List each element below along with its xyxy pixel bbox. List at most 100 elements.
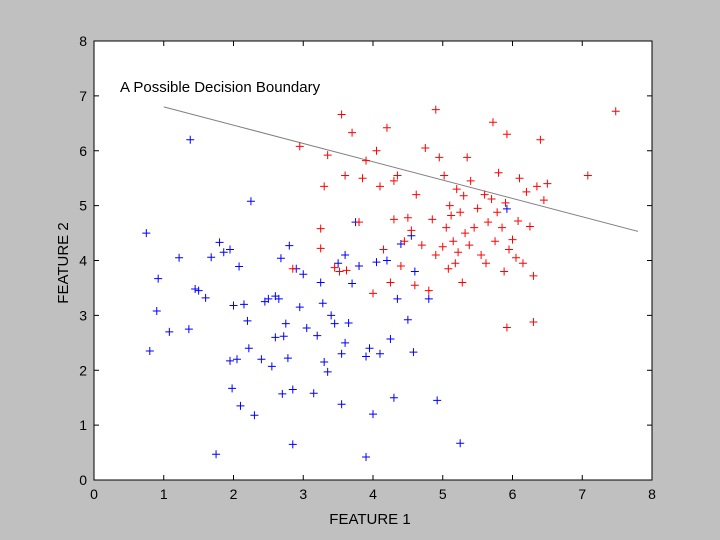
series-2 (288, 105, 620, 332)
data-point (184, 325, 193, 334)
x-tick-label: 1 (160, 486, 168, 502)
data-point (389, 215, 398, 224)
data-point (348, 128, 357, 137)
data-point (505, 245, 514, 254)
data-point (318, 299, 327, 308)
data-point (145, 347, 154, 356)
data-point (481, 259, 490, 268)
data-point (295, 303, 304, 312)
data-point (382, 256, 391, 265)
data-point (244, 344, 253, 353)
data-point (480, 190, 489, 199)
data-point (386, 278, 395, 287)
x-tick-label: 7 (578, 486, 586, 502)
data-point (229, 301, 238, 310)
data-point (316, 224, 325, 233)
data-point (451, 259, 460, 268)
x-tick-label: 4 (369, 486, 377, 502)
data-point (477, 251, 486, 260)
data-point (493, 208, 502, 217)
data-point (372, 146, 381, 155)
data-point (341, 171, 350, 180)
data-point (375, 349, 384, 358)
data-point (473, 204, 482, 213)
data-point (278, 389, 287, 398)
y-tick-label: 4 (79, 253, 87, 269)
data-point (536, 135, 545, 144)
data-point (372, 258, 381, 267)
data-point (288, 385, 297, 394)
data-point (403, 213, 412, 222)
data-point (488, 118, 497, 127)
data-point (320, 182, 329, 191)
data-point (500, 267, 509, 276)
data-point (355, 218, 364, 227)
data-point (154, 274, 163, 283)
data-point (226, 356, 235, 365)
x-tick-label: 0 (90, 486, 98, 502)
data-point (440, 171, 449, 180)
data-point (246, 197, 255, 206)
data-point (281, 319, 290, 328)
data-point (236, 401, 245, 410)
data-point (501, 198, 510, 207)
data-point (337, 110, 346, 119)
data-point (207, 253, 216, 262)
data-point (375, 182, 384, 191)
data-point (470, 223, 479, 232)
data-point (412, 190, 421, 199)
data-point (330, 263, 339, 272)
data-point (525, 222, 534, 231)
data-point (529, 271, 538, 280)
data-point (511, 253, 520, 262)
data-point (382, 123, 391, 132)
data-point (316, 244, 325, 253)
data-point (267, 362, 276, 371)
data-point (219, 248, 228, 257)
y-tick-label: 1 (79, 417, 87, 433)
data-point (365, 344, 374, 353)
x-tick-label: 2 (230, 486, 238, 502)
data-point (515, 174, 524, 183)
y-tick-label: 2 (79, 362, 87, 378)
y-tick-label: 8 (79, 33, 87, 49)
y-tick-label: 0 (79, 472, 87, 488)
data-point (447, 211, 456, 220)
data-point (491, 237, 500, 246)
data-point (454, 248, 463, 257)
data-point (330, 319, 339, 328)
data-point (316, 278, 325, 287)
data-point (276, 254, 285, 263)
data-point (334, 259, 343, 268)
data-point (393, 171, 402, 180)
data-point (369, 410, 377, 419)
data-point (458, 278, 467, 287)
data-point (403, 315, 412, 324)
data-point (611, 107, 620, 116)
data-point (466, 176, 475, 185)
data-point (514, 216, 523, 225)
data-point (529, 317, 538, 326)
data-point (257, 355, 266, 364)
data-point (283, 354, 292, 363)
data-point (484, 218, 493, 227)
axes-background (94, 41, 652, 480)
data-point (285, 241, 294, 250)
y-axis-label: FEATURE 2 (55, 222, 72, 303)
data-point (212, 450, 221, 459)
data-point (459, 191, 468, 200)
marks-layer (142, 105, 639, 461)
data-point (409, 348, 418, 357)
data-point (232, 355, 241, 364)
data-point (502, 204, 511, 213)
data-point (539, 196, 548, 205)
x-tick-label: 8 (648, 486, 656, 502)
data-point (313, 331, 322, 340)
data-point (323, 151, 332, 160)
data-point (502, 323, 511, 332)
data-point (362, 452, 371, 461)
data-point (341, 251, 350, 260)
data-point (435, 153, 444, 162)
data-point (461, 229, 470, 238)
data-point (264, 294, 273, 303)
